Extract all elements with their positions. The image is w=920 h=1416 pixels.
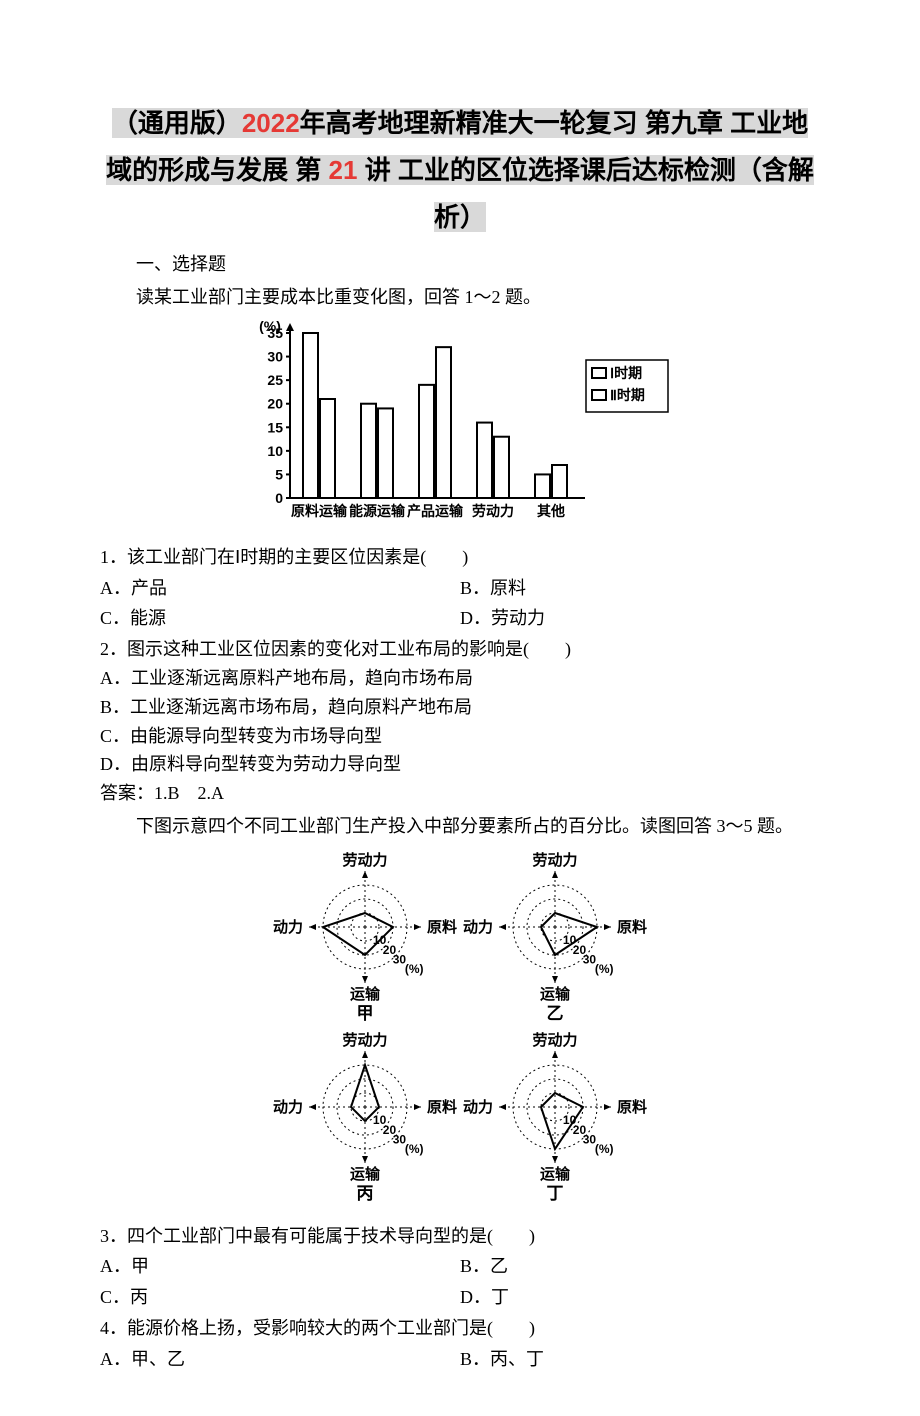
svg-text:劳动力: 劳动力 (532, 851, 577, 869)
title-pre: （通用版） (112, 108, 242, 138)
svg-text:(%): (%) (405, 1142, 424, 1156)
intro-2: 下图示意四个不同工业部门生产投入中部分要素所占的百分比。读图回答 3～5 题。 (100, 812, 820, 841)
svg-text:(%): (%) (595, 962, 614, 976)
radar-charts-wrap: 劳动力原料运输动力102030(%)甲劳动力原料运输动力102030(%)乙劳动… (100, 847, 820, 1216)
q4-stem: 4．能源价格上扬，受影响较大的两个工业部门是( ) (100, 1314, 820, 1343)
svg-text:甲: 甲 (357, 1004, 374, 1023)
q1-opt-c: C．能源 (100, 604, 460, 633)
svg-text:运输: 运输 (540, 985, 571, 1003)
svg-text:(%): (%) (405, 962, 424, 976)
intro-1: 读某工业部门主要成本比重变化图，回答 1～2 题。 (100, 283, 820, 312)
q1-opt-a: A．产品 (100, 574, 460, 603)
svg-text:30: 30 (267, 349, 283, 365)
q4-opt-a: A．甲、乙 (100, 1345, 460, 1374)
q3-opt-d: D．丁 (460, 1283, 820, 1312)
svg-text:乙: 乙 (547, 1004, 564, 1023)
section-1-label: 一、选择题 (100, 250, 820, 279)
svg-text:原料: 原料 (427, 918, 457, 936)
svg-text:原料: 原料 (617, 918, 647, 936)
svg-text:其他: 其他 (537, 503, 565, 519)
svg-text:动力: 动力 (273, 1098, 303, 1116)
svg-text:(%): (%) (259, 318, 281, 334)
q3-opt-b: B．乙 (460, 1252, 820, 1281)
title-num: 21 (329, 155, 358, 185)
title-year: 2022 (242, 108, 300, 138)
svg-text:Ⅰ时期: Ⅰ时期 (610, 365, 642, 381)
radar-charts: 劳动力原料运输动力102030(%)甲劳动力原料运输动力102030(%)乙劳动… (245, 847, 675, 1207)
q1-opt-d: D．劳动力 (460, 604, 820, 633)
svg-text:劳动力: 劳动力 (472, 503, 514, 519)
q2-stem: 2．图示这种工业区位因素的变化对工业布局的影响是( ) (100, 635, 820, 664)
svg-text:劳动力: 劳动力 (342, 1031, 387, 1049)
svg-text:运输: 运输 (350, 1165, 381, 1183)
title-mid1: 年高考地理新精准大一轮复习 (300, 108, 638, 138)
svg-text:产品运输: 产品运输 (407, 503, 464, 519)
q3-opt-c: C．丙 (100, 1283, 460, 1312)
q1-stem: 1．该工业部门在Ⅰ时期的主要区位因素是( ) (100, 543, 820, 572)
q3-opt-a: A．甲 (100, 1252, 460, 1281)
answer-1-2: 答案：1.B 2.A (100, 779, 820, 808)
q3-stem: 3．四个工业部门中最有可能属于技术导向型的是( ) (100, 1222, 820, 1251)
q4-opt-b: B．丙、丁 (460, 1345, 820, 1374)
title-tail: 讲 工业的区位选择课后达标检测（含解析） (365, 155, 814, 232)
title-mid2: 第九章 (645, 108, 723, 138)
svg-text:5: 5 (275, 466, 283, 482)
svg-text:动力: 动力 (463, 1098, 493, 1116)
q2-opt-c: C．由能源导向型转变为市场导向型 (100, 722, 820, 751)
page-title: （通用版）2022年高考地理新精准大一轮复习 第九章 工业地域的形成与发展 第 … (100, 100, 820, 240)
svg-text:能源运输: 能源运输 (349, 503, 406, 519)
svg-text:劳动力: 劳动力 (532, 1031, 577, 1049)
svg-text:原料: 原料 (617, 1098, 647, 1116)
svg-text:原料运输: 原料运输 (291, 503, 348, 519)
q2-opt-d: D．由原料导向型转变为劳动力导向型 (100, 750, 820, 779)
svg-text:原料: 原料 (427, 1098, 457, 1116)
q2-opt-a: A．工业逐渐远离原料产地布局，趋向市场布局 (100, 664, 820, 693)
svg-text:Ⅱ时期: Ⅱ时期 (610, 387, 645, 403)
svg-text:25: 25 (267, 372, 283, 388)
bar-chart: 05101520253035(%)原料运输能源运输产品运输劳动力其他Ⅰ时期Ⅱ时期 (245, 318, 675, 528)
svg-text:丁: 丁 (547, 1184, 564, 1203)
svg-text:0: 0 (275, 490, 283, 506)
svg-text:运输: 运输 (540, 1165, 571, 1183)
svg-text:运输: 运输 (350, 985, 381, 1003)
svg-text:15: 15 (267, 419, 283, 435)
svg-text:动力: 动力 (463, 918, 493, 936)
svg-text:动力: 动力 (273, 918, 303, 936)
svg-text:(%): (%) (595, 1142, 614, 1156)
svg-text:劳动力: 劳动力 (342, 851, 387, 869)
svg-text:丙: 丙 (357, 1184, 374, 1203)
q1-opt-b: B．原料 (460, 574, 820, 603)
svg-text:20: 20 (267, 396, 283, 412)
bar-chart-wrap: 05101520253035(%)原料运输能源运输产品运输劳动力其他Ⅰ时期Ⅱ时期 (100, 318, 820, 537)
q2-opt-b: B．工业逐渐远离市场布局，趋向原料产地布局 (100, 693, 820, 722)
svg-text:10: 10 (267, 443, 283, 459)
